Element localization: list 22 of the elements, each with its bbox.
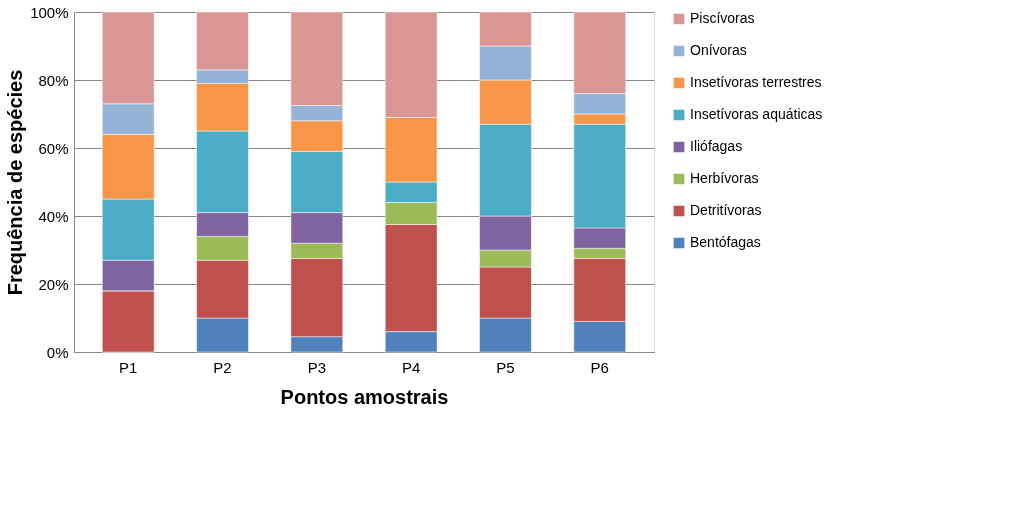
x-tick-label: P1 bbox=[119, 358, 138, 376]
y-tick-label: 0% bbox=[46, 343, 69, 361]
x-tick-label: P2 bbox=[213, 358, 232, 376]
legend-label: Bentófagas bbox=[690, 234, 761, 250]
legend-label: Insetívoras terrestres bbox=[690, 74, 822, 90]
x-tick-label: P4 bbox=[401, 358, 421, 376]
y-tick-label: 20% bbox=[38, 275, 69, 293]
x-axis-title: Pontos amostrais bbox=[280, 385, 449, 408]
x-tick-label: P6 bbox=[590, 358, 609, 376]
y-tick-label: 60% bbox=[38, 139, 69, 157]
legend-label: Herbívoras bbox=[690, 170, 759, 186]
x-tick-label: P3 bbox=[307, 358, 327, 376]
legend-label: Piscívoras bbox=[690, 10, 755, 26]
y-axis-title: Frequência de espécies bbox=[4, 69, 27, 296]
legend-label: Detritívoras bbox=[690, 202, 762, 218]
y-tick-label: 100% bbox=[30, 3, 69, 21]
y-tick-label: 40% bbox=[38, 207, 69, 225]
legend-label: Onívoras bbox=[690, 42, 747, 58]
y-tick-label: 80% bbox=[38, 71, 69, 89]
legend-label: Insetívoras aquáticas bbox=[690, 106, 823, 122]
x-tick-label: P5 bbox=[496, 358, 515, 376]
legend-label: Iliófagas bbox=[690, 138, 743, 154]
